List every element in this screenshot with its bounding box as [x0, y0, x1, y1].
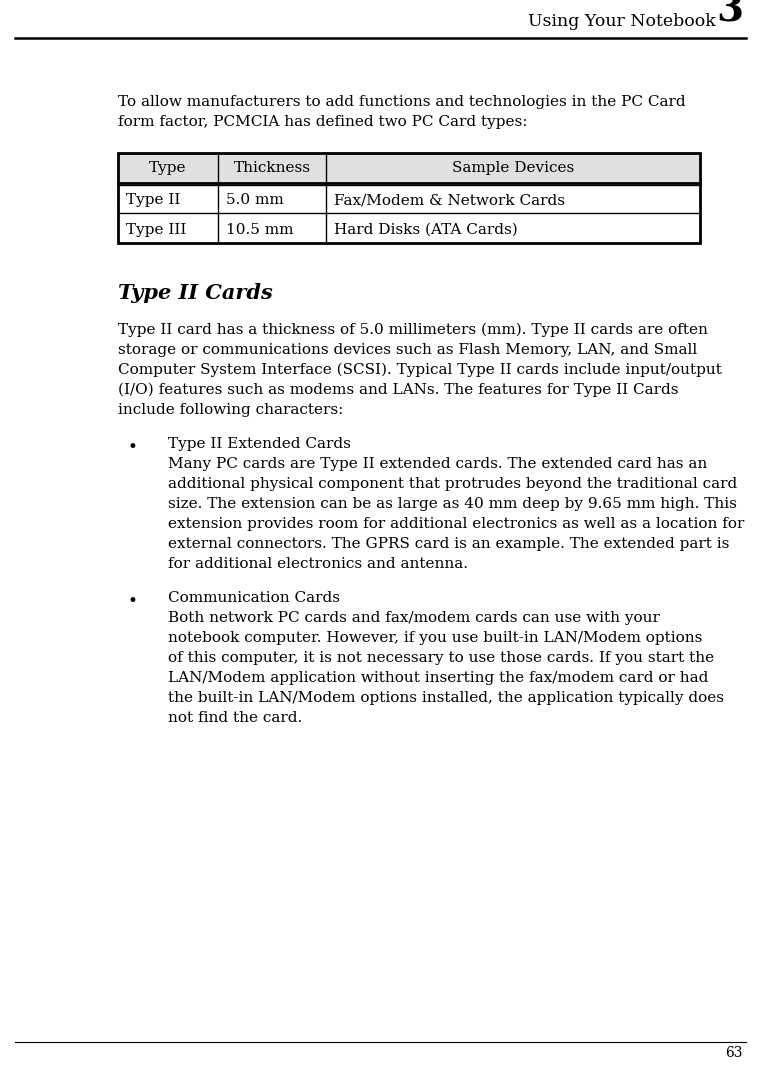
Text: storage or communications devices such as Flash Memory, LAN, and Small: storage or communications devices such a… [118, 343, 697, 357]
Bar [118, 153, 700, 243]
Text: of this computer, it is not necessary to use those cards. If you start the: of this computer, it is not necessary to… [168, 651, 714, 665]
Text: (I/O) features such as modems and LANs. The features for Type II Cards: (I/O) features such as modems and LANs. … [118, 383, 679, 397]
Text: Sample Devices: Sample Devices [452, 161, 574, 175]
Text: the built-in LAN/Modem options installed, the application typically does: the built-in LAN/Modem options installed… [168, 691, 724, 705]
Text: form factor, PCMCIA has defined two PC Card types:: form factor, PCMCIA has defined two PC C… [118, 114, 527, 129]
Text: Many PC cards are Type II extended cards. The extended card has an: Many PC cards are Type II extended cards… [168, 457, 707, 471]
Text: include following characters:: include following characters: [118, 403, 343, 417]
Text: Type II Cards: Type II Cards [118, 283, 272, 303]
Text: LAN/Modem application without inserting the fax/modem card or had: LAN/Modem application without inserting … [168, 671, 708, 685]
Text: Type II: Type II [126, 193, 180, 207]
Text: 5.0 mm: 5.0 mm [226, 193, 284, 207]
Text: •: • [127, 438, 137, 456]
Text: Computer System Interface (SCSI). Typical Type II cards include input/output: Computer System Interface (SCSI). Typica… [118, 363, 722, 377]
Text: 10.5 mm: 10.5 mm [226, 222, 294, 237]
Text: external connectors. The GPRS card is an example. The extended part is: external connectors. The GPRS card is an… [168, 537, 729, 551]
Text: Using Your Notebook: Using Your Notebook [528, 13, 716, 30]
Bar [118, 153, 700, 183]
Text: Hard Disks (ATA Cards): Hard Disks (ATA Cards) [334, 222, 517, 237]
Text: Type: Type [149, 161, 186, 175]
Text: Type III: Type III [126, 222, 186, 237]
Text: not find the card.: not find the card. [168, 711, 302, 725]
Text: Communication Cards: Communication Cards [168, 591, 340, 605]
Text: extension provides room for additional electronics as well as a location for: extension provides room for additional e… [168, 517, 744, 531]
Text: •: • [127, 593, 137, 610]
Text: To allow manufacturers to add functions and technologies in the PC Card: To allow manufacturers to add functions … [118, 95, 686, 109]
Text: Type II Extended Cards: Type II Extended Cards [168, 437, 351, 451]
Text: Fax/Modem & Network Cards: Fax/Modem & Network Cards [334, 193, 565, 207]
Text: 63: 63 [725, 1047, 743, 1059]
Text: notebook computer. However, if you use built-in LAN/Modem options: notebook computer. However, if you use b… [168, 631, 702, 645]
Text: 3: 3 [716, 0, 743, 30]
Text: additional physical component that protrudes beyond the traditional card: additional physical component that protr… [168, 477, 737, 491]
Text: for additional electronics and antenna.: for additional electronics and antenna. [168, 557, 468, 571]
Text: Type II card has a thickness of 5.0 millimeters (mm). Type II cards are often: Type II card has a thickness of 5.0 mill… [118, 323, 708, 337]
Text: Both network PC cards and fax/modem cards can use with your: Both network PC cards and fax/modem card… [168, 611, 660, 625]
Text: Thickness: Thickness [234, 161, 310, 175]
Text: size. The extension can be as large as 40 mm deep by 9.65 mm high. This: size. The extension can be as large as 4… [168, 497, 737, 511]
